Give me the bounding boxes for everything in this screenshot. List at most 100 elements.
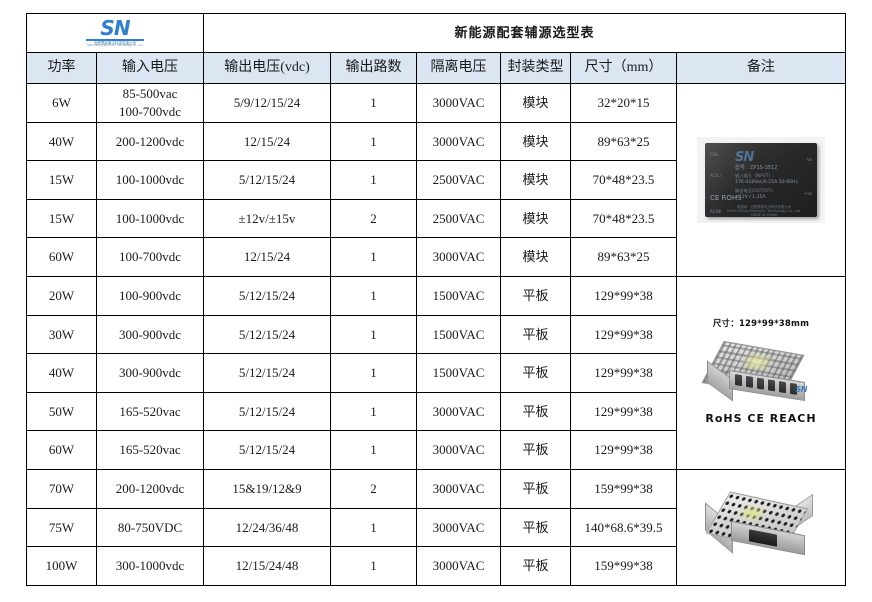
table-row: 50W 165-520vac 5/12/15/24 1 3000VAC 平板 1… — [26, 391, 846, 432]
table-row: 15W 100-1000vdc ±12v/±15v 2 2500VAC 模块 7… — [26, 198, 846, 239]
terminal-screw — [746, 375, 753, 388]
column-header-power: 功率 — [26, 52, 97, 84]
table-row: 75W 80-750VDC 12/24/36/48 1 3000VAC 平板 1… — [26, 507, 846, 548]
cell-input: 100-900vdc — [96, 275, 204, 316]
cell-package: 平板 — [500, 546, 571, 586]
table-row: 40W 300-900vdc 5/12/15/24 1 1500VAC 平板 1… — [26, 353, 846, 393]
table-header-row: 功率 输入电压 输出电压(vdc) 输出路数 隔离电压 封装类型 尺寸（mm） … — [26, 52, 847, 84]
cell-package: 平板 — [500, 314, 571, 355]
cell-isolation: 2500VAC — [416, 198, 501, 239]
cell-power: 100W — [26, 546, 97, 586]
cell-size: 32*20*15 — [570, 83, 677, 123]
cell-output: 5/12/15/24 — [203, 430, 331, 470]
cell-output: 5/9/12/15/24 — [203, 83, 331, 123]
cell-channels: 1 — [330, 237, 417, 277]
terminal-screw — [735, 373, 742, 386]
cell-input-line1: 85-500vac — [122, 86, 178, 102]
cell-size: 70*48*23.5 — [570, 160, 677, 200]
cell-power: 50W — [26, 391, 97, 432]
sn-logo-subtitle-cn: 合肥赛耐电子科技有限公司 — [94, 40, 136, 46]
module-company-cn: 制造商：合肥赛耐电子科技有限公司 — [737, 204, 792, 209]
cell-size: 159*99*38 — [570, 546, 677, 586]
cell-output: ±12v/±15v — [203, 198, 331, 239]
column-header-size: 尺寸（mm） — [570, 52, 677, 84]
cell-size: 89*63*25 — [570, 121, 677, 162]
flat-size-label: 尺寸：129*99*38mm — [712, 319, 810, 330]
cell-channels: 2 — [330, 198, 417, 239]
cell-channels: 1 — [330, 391, 417, 432]
cell-input: 100-700vdc — [96, 237, 204, 277]
remark-cell-flat-photo: 尺寸：129*99*38mm — [675, 275, 847, 470]
cell-input: 100-1000vdc — [96, 160, 204, 200]
cell-package: 模块 — [500, 198, 571, 239]
column-header-input: 输入电压 — [96, 52, 204, 84]
remark-cell-metal-photo — [675, 468, 847, 586]
cell-input: 80-750VDC — [96, 507, 204, 548]
cell-power: 40W — [26, 121, 97, 162]
module-pin-cn1: CN1 — [710, 151, 719, 157]
table-row: 40W 200-1200vdc 12/15/24 1 3000VAC 模块 89… — [26, 121, 846, 162]
cell-size: 89*63*25 — [570, 237, 677, 277]
table-row: 100W 300-1000vdc 12/15/24/48 1 3000VAC 平… — [26, 546, 846, 586]
cell-size: 70*48*23.5 — [570, 198, 677, 239]
cell-isolation: 3000VAC — [416, 83, 501, 123]
cell-channels: 1 — [330, 160, 417, 200]
cell-channels: 1 — [330, 121, 417, 162]
terminal-screw — [779, 380, 786, 393]
module-origin: MADE IN CHINA — [750, 213, 778, 217]
table-title-row: SN 合肥赛耐电子科技有限公司 Hefei Sailing Electronic… — [26, 13, 847, 53]
cell-channels: 1 — [330, 275, 417, 316]
cell-channels: 1 — [330, 83, 417, 123]
cell-isolation: 1500VAC — [416, 353, 501, 393]
cell-output: 12/24/36/48 — [203, 507, 331, 548]
table-row: 70W 200-1200vdc 15&19/12&9 2 3000VAC 平板 … — [26, 468, 847, 586]
cell-input-line2: 100-700vdc — [118, 103, 182, 119]
cell-input: 300-900vdc — [96, 314, 204, 355]
cell-output: 5/12/15/24 — [203, 353, 331, 393]
table-row: 30W 300-900vdc 5/12/15/24 1 1500VAC 平板 1… — [26, 314, 846, 355]
column-header-output: 输出电压(vdc) — [203, 52, 331, 84]
module-model-text: 型号：ZP15-3512 — [735, 164, 778, 171]
sn-logo-bar — [86, 38, 144, 41]
module-company-text: 制造商：合肥赛耐电子科技有限公司 Hefei Sailing Electroni… — [727, 205, 801, 217]
remark-cell-module-photo: SN 型号：ZP15-3512 输入电压（INPUT）: 176-418Vac/… — [675, 83, 847, 277]
module-pin-acn: AC(N) — [710, 208, 722, 214]
cell-isolation: 1500VAC — [416, 275, 501, 316]
cell-output: 5/12/15/24 — [203, 275, 331, 316]
module-photo-container: SN 型号：ZP15-3512 输入电压（INPUT）: 176-418Vac/… — [677, 136, 845, 223]
cell-package: 模块 — [500, 237, 571, 277]
module-input-label-text: 输入电压（INPUT）: — [735, 172, 775, 178]
power-supply-selection-table: SN 合肥赛耐电子科技有限公司 Hefei Sailing Electronic… — [26, 13, 847, 586]
cell-output: 12/15/24 — [203, 121, 331, 162]
cell-output: 5/12/15/24 — [203, 160, 331, 200]
cell-channels: 1 — [330, 430, 417, 470]
module-brand-text: SN — [735, 149, 754, 165]
cell-isolation: 3000VAC — [416, 391, 501, 432]
terminal-screw — [768, 379, 775, 392]
table-row: 60W 100-700vdc 12/15/24 1 3000VAC 模块 89*… — [26, 237, 846, 277]
module-body: SN 型号：ZP15-3512 输入电压（INPUT）: 176-418Vac/… — [705, 142, 817, 217]
cell-channels: 1 — [330, 353, 417, 393]
column-header-remark: 备注 — [675, 52, 847, 84]
cell-isolation: 3000VAC — [416, 507, 501, 548]
module-pin-acl: AC(L) — [710, 172, 721, 178]
cell-channels: 1 — [330, 314, 417, 355]
cell-isolation: 2500VAC — [416, 160, 501, 200]
cell-input: 100-1000vdc — [96, 198, 204, 239]
metal-product-photo — [691, 484, 831, 570]
flat-certification-label: RoHS CE REACH — [705, 411, 817, 425]
cell-package: 模块 — [500, 121, 571, 162]
cell-input: 300-900vdc — [96, 353, 204, 393]
cell-channels: 2 — [330, 468, 417, 509]
cell-size: 140*68.6*39.5 — [570, 507, 677, 548]
cell-channels: 1 — [330, 546, 417, 586]
page-title: 新能源配套辅源选型表 — [202, 13, 847, 53]
column-header-package: 封装类型 — [500, 52, 571, 84]
cell-power: 30W — [26, 314, 97, 355]
cell-size: 129*99*38 — [570, 391, 677, 432]
cell-isolation: 3000VAC — [416, 546, 501, 586]
cell-power: 6W — [26, 83, 97, 123]
module-output-label-text: 输出电压(OUTPUT): — [735, 187, 774, 193]
cell-size: 129*99*38 — [570, 353, 677, 393]
